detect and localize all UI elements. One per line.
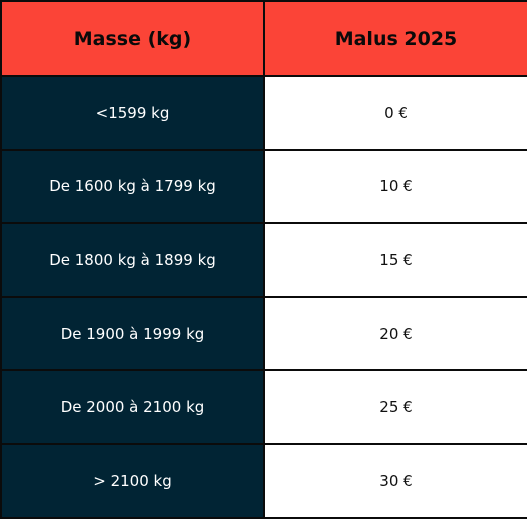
malus-cell: 30 € xyxy=(263,442,527,519)
table-row: De 2000 à 2100 kg 25 € xyxy=(0,369,527,445)
mass-cell: <1599 kg xyxy=(0,75,265,151)
table-row: <1599 kg 0 € xyxy=(0,75,527,151)
malus-cell: 25 € xyxy=(263,369,527,445)
malus-cell: 0 € xyxy=(263,75,527,151)
table-row: De 1800 kg à 1899 kg 15 € xyxy=(0,222,527,298)
header-malus: Malus 2025 xyxy=(263,0,527,77)
mass-cell: De 1900 à 1999 kg xyxy=(0,295,265,372)
mass-cell: > 2100 kg xyxy=(0,442,265,519)
mass-cell: De 2000 à 2100 kg xyxy=(0,369,265,445)
malus-cell: 10 € xyxy=(263,148,527,225)
table-row: > 2100 kg 30 € xyxy=(0,442,527,519)
header-row: Masse (kg) Malus 2025 xyxy=(0,0,527,77)
mass-cell: De 1600 kg à 1799 kg xyxy=(0,148,265,225)
mass-cell: De 1800 kg à 1899 kg xyxy=(0,222,265,298)
malus-cell: 20 € xyxy=(263,295,527,372)
table-row: De 1600 kg à 1799 kg 10 € xyxy=(0,148,527,225)
header-mass: Masse (kg) xyxy=(0,0,265,77)
malus-cell: 15 € xyxy=(263,222,527,298)
table-header: Masse (kg) Malus 2025 xyxy=(0,0,527,77)
table-row: De 1900 à 1999 kg 20 € xyxy=(0,295,527,372)
table-body: <1599 kg 0 € De 1600 kg à 1799 kg 10 € D… xyxy=(0,75,527,519)
